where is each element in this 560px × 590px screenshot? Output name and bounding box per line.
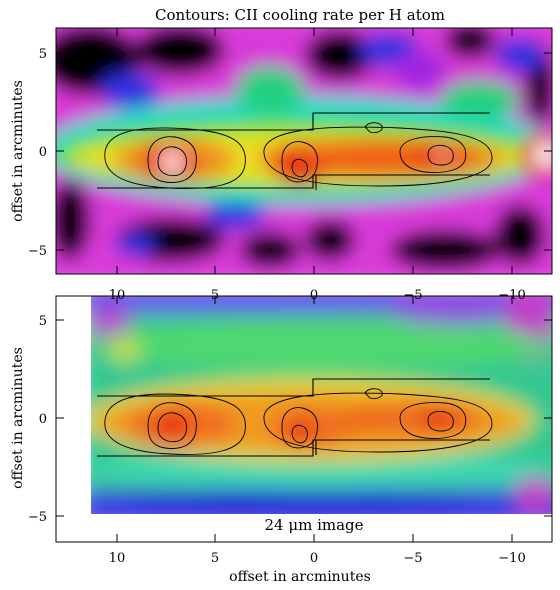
top-x-ticks [116, 28, 513, 274]
top-panel: 5 0 −5 offset in arcminutes [10, 27, 553, 275]
bottom-y-tick-label: 0 [39, 412, 47, 427]
bottom-y-axis-title: offset in arcminutes [10, 347, 26, 489]
figure-title: Contours: CII cooling rate per H atom [155, 6, 445, 24]
bottom-plot-frame [55, 295, 553, 543]
top-y-ticks [56, 52, 552, 251]
mid-x-tick-label: 10 [109, 288, 126, 303]
bottom-y-tick-label: 5 [39, 314, 47, 329]
mid-x-tick-label: −10 [498, 288, 525, 303]
mid-x-tick-labels: 10 5 0 −5 −10 [109, 288, 526, 303]
top-y-tick-labels: 5 0 −5 [28, 47, 47, 259]
top-heatmap [56, 28, 552, 274]
top-contours [104, 122, 493, 189]
bottom-blank-region [56, 296, 91, 514]
mid-x-tick-label: 5 [211, 288, 219, 303]
bottom-x-ticks [116, 296, 513, 542]
bottom-heatmap [91, 296, 552, 514]
top-y-tick-label: 5 [39, 47, 47, 62]
mid-x-tick-label: −5 [403, 288, 422, 303]
bottom-x-tick-labels: 10 5 0 −5 −10 [109, 551, 526, 566]
bottom-x-tick-label: −10 [498, 551, 525, 566]
bottom-y-ticks [56, 319, 552, 517]
top-y-tick-label: 0 [39, 145, 47, 160]
bottom-x-tick-label: 5 [211, 551, 219, 566]
x-axis-title: offset in arcminutes [229, 569, 371, 585]
bottom-x-tick-label: 0 [310, 551, 318, 566]
bottom-y-tick-label: −5 [28, 510, 47, 525]
top-y-axis-title: offset in arcminutes [10, 80, 26, 222]
bottom-contours [104, 388, 493, 455]
bottom-panel: 10 5 0 −5 −10 5 0 −5 10 5 0 −5 −10 24 μm… [10, 288, 553, 585]
bottom-panel-caption: 24 μm image [264, 516, 363, 534]
mid-x-tick-label: 0 [310, 288, 318, 303]
top-y-tick-label: −5 [28, 244, 47, 259]
bottom-x-tick-label: −5 [403, 551, 422, 566]
bottom-x-tick-label: 10 [109, 551, 126, 566]
bottom-y-tick-labels: 5 0 −5 [28, 314, 47, 525]
bottom-caption-area [92, 514, 551, 541]
